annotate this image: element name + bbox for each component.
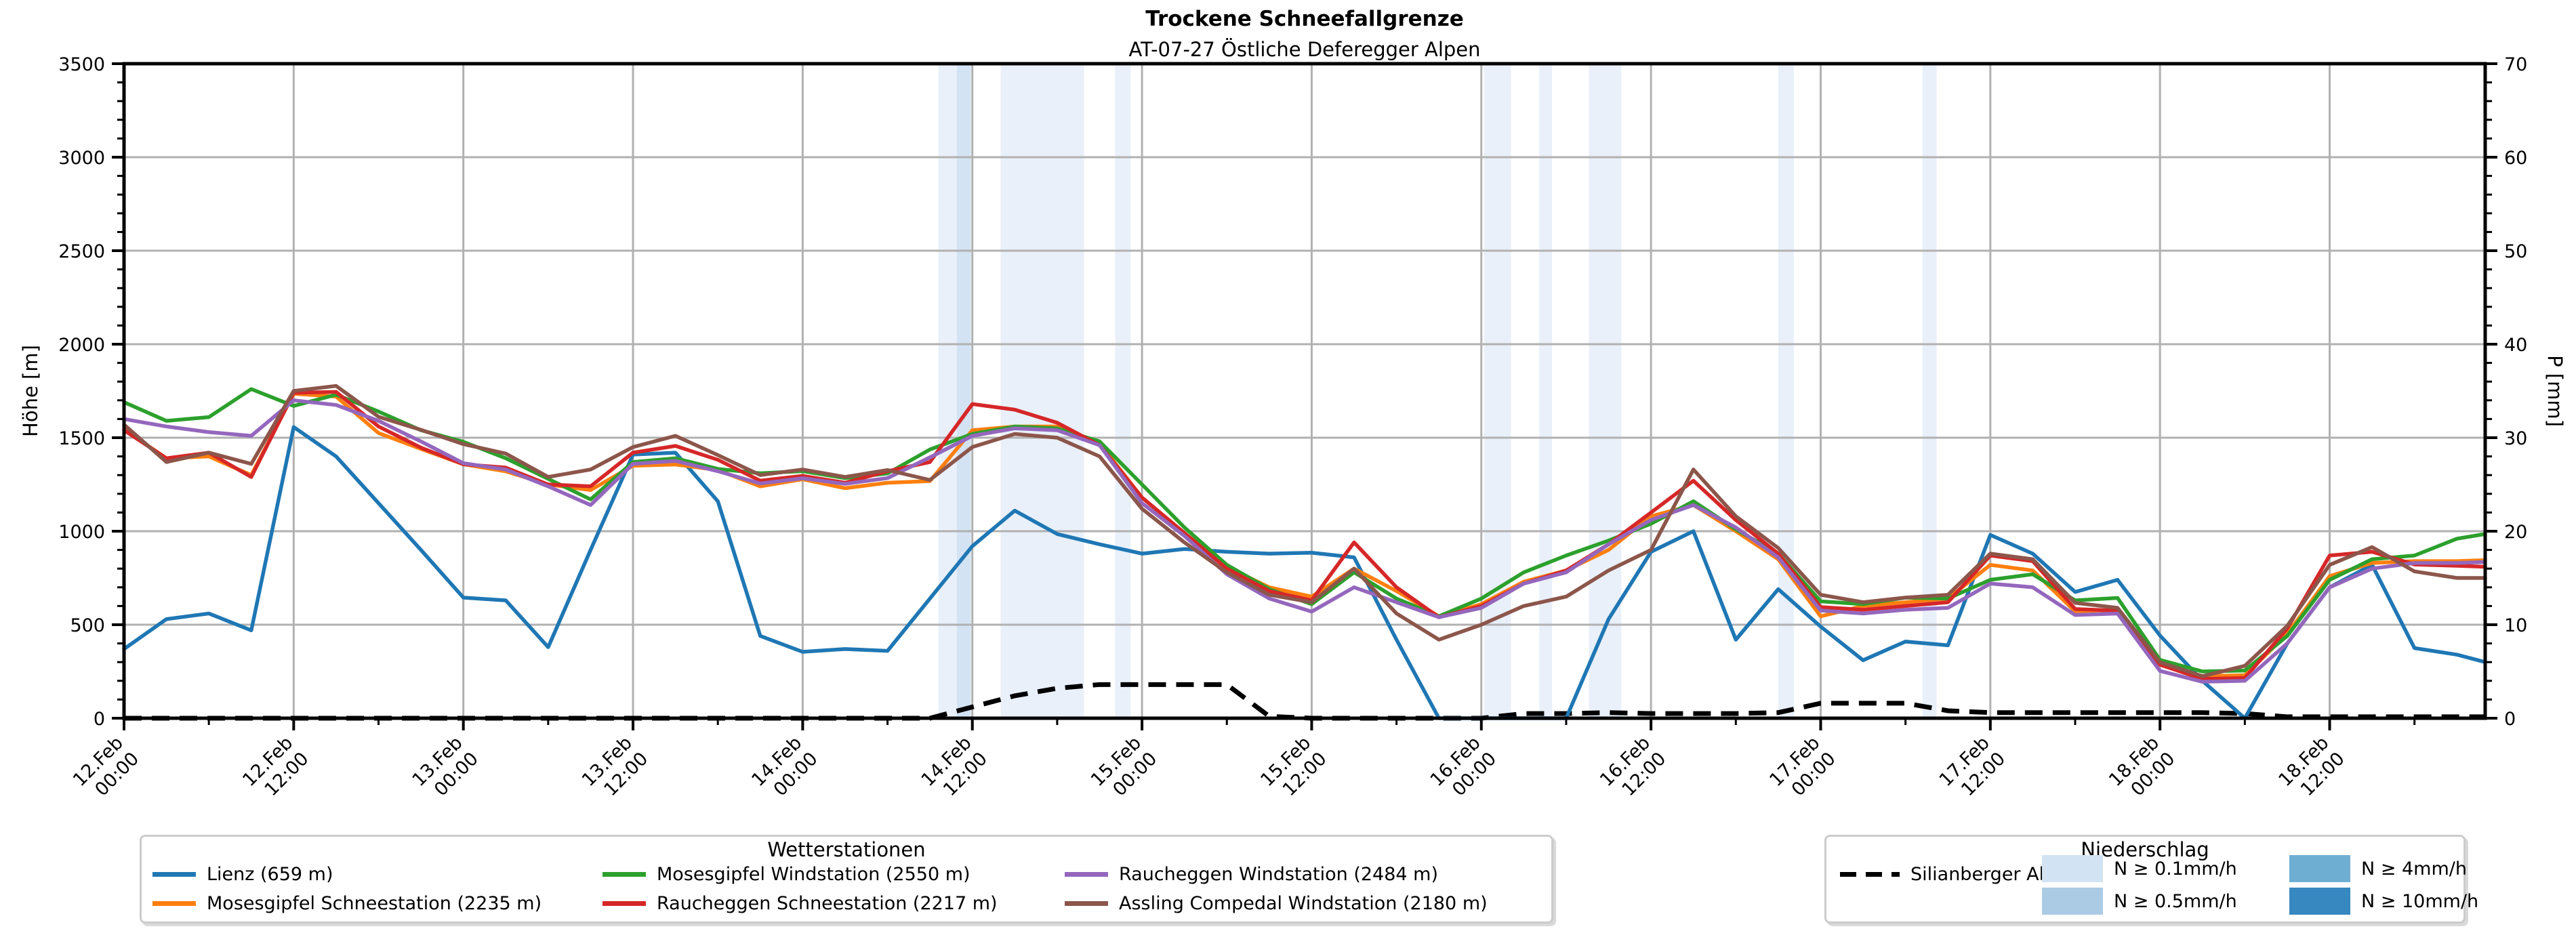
y-tick-label-right: 10 — [2504, 615, 2527, 636]
x-tick-label: 14.Feb00:00 — [748, 732, 821, 806]
legend-item-label: Raucheggen Schneestation (2217 m) — [657, 892, 998, 914]
y-tick-label-left: 1000 — [58, 522, 105, 543]
legend-line-swatch — [152, 871, 196, 877]
legend-item-raucheggen-windstation-2484-m-: Raucheggen Windstation (2484 m) — [1065, 863, 1438, 885]
x-tick-label: 16.Feb00:00 — [1427, 732, 1500, 806]
x-tick-label: 18.Feb12:00 — [2274, 732, 2348, 806]
precip-band — [1589, 64, 1622, 718]
series-line-raucheggen-schneestation-2217-m- — [122, 390, 2487, 681]
legend-item-label: Mosesgipfel Schneestation (2235 m) — [207, 892, 542, 914]
legend-item-n-0-1mm-h: N ≥ 0.1mm/h — [2042, 855, 2237, 882]
y-tick-label-right: 70 — [2504, 54, 2527, 75]
page-title: Trockene Schneefallgrenze — [1145, 7, 1464, 31]
x-tick-label: 17.Feb00:00 — [1765, 732, 1839, 806]
legend-stations-title: Wetterstationen — [767, 838, 926, 861]
x-tick-label: 18.Feb00:00 — [2105, 732, 2179, 806]
y-tick-label-left: 3000 — [58, 148, 105, 169]
series-line-assling-compedal-windstation-2180-m- — [122, 383, 2487, 678]
series-line-mosesgipfel-windstation-2550-m- — [122, 387, 2487, 673]
series-line-raucheggen-windstation-2484-m- — [122, 398, 2487, 684]
legend-item-label: N ≥ 0.5mm/h — [2114, 890, 2237, 912]
legend-line-swatch — [1065, 900, 1108, 906]
series-line-lienz-659-m- — [122, 425, 2487, 720]
legend-item-lienz-659-m-: Lienz (659 m) — [152, 863, 333, 885]
legend-item-raucheggen-schneestation-2217-m-: Raucheggen Schneestation (2217 m) — [602, 892, 998, 914]
legend-item-label: N ≥ 10mm/h — [2361, 890, 2479, 912]
legend-patch-swatch — [2042, 855, 2103, 882]
legend-item-n-0-5mm-h: N ≥ 0.5mm/h — [2042, 888, 2237, 915]
precip-band — [1539, 64, 1553, 718]
legend-patch-swatch — [2042, 888, 2103, 915]
series-line-silianberger-alm — [124, 682, 2485, 721]
x-tick-label: 13.Feb00:00 — [409, 732, 483, 806]
legend-patch-swatch — [2289, 855, 2350, 882]
x-tick-label: 15.Feb00:00 — [1087, 732, 1161, 806]
x-tick-label: 16.Feb12:00 — [1596, 732, 1670, 806]
x-tick-label: 12.Feb00:00 — [69, 732, 143, 806]
precip-band — [1000, 64, 1084, 718]
y-tick-label-left: 500 — [70, 615, 105, 636]
y-tick-label-right: 40 — [2504, 335, 2527, 356]
precip-band — [938, 64, 957, 718]
legend-item-label: Silianberger Alm — [1910, 863, 2062, 885]
legend-dashed-line-swatch — [1840, 871, 1900, 877]
x-tick-label: 12.Feb12:00 — [239, 732, 312, 806]
legend-line-swatch — [1065, 871, 1108, 877]
x-tick-label: 15.Feb12:00 — [1256, 732, 1330, 806]
legend-item-n-10mm-h: N ≥ 10mm/h — [2289, 888, 2479, 915]
x-tick-label: 14.Feb12:00 — [918, 732, 991, 806]
legend-item-label: Mosesgipfel Windstation (2550 m) — [657, 863, 970, 885]
plot-border — [122, 62, 2487, 720]
precip-band — [1922, 64, 1937, 718]
y-tick-label-right: 30 — [2504, 428, 2527, 449]
y-tick-label-left: 2500 — [58, 241, 105, 262]
legend-item-label: Raucheggen Windstation (2484 m) — [1119, 863, 1438, 885]
legend-item-label: Assling Compedal Windstation (2180 m) — [1119, 892, 1488, 914]
y-tick-label-left: 0 — [94, 709, 105, 730]
legend-item-label: Lienz (659 m) — [207, 863, 333, 885]
precip-band — [956, 64, 971, 718]
legend-item-silianberger-alm: Silianberger Alm — [1840, 863, 2062, 885]
legend-precip: Niederschlag Silianberger Alm N ≥ 0.1mm/h… — [1824, 835, 2478, 924]
x-tick-label: 13.Feb12:00 — [578, 732, 652, 806]
y-tick-label-right: 50 — [2504, 241, 2527, 262]
legend-item-mosesgipfel-schneestation-2235-m-: Mosesgipfel Schneestation (2235 m) — [152, 892, 542, 914]
legend-line-swatch — [152, 900, 196, 906]
legend-stations: Wetterstationen Lienz (659 m) Mosesgipfel… — [140, 835, 1553, 924]
page-subtitle: AT-07-27 Östliche Deferegger Alpen — [1128, 38, 1481, 61]
legend-item-n-4mm-h: N ≥ 4mm/h — [2289, 855, 2467, 882]
y-tick-label-left: 3500 — [58, 54, 105, 75]
legend-item-label: N ≥ 4mm/h — [2361, 858, 2467, 879]
legend-line-swatch — [602, 871, 646, 877]
y-tick-label-left: 2000 — [58, 335, 105, 356]
x-tick-label: 17.Feb12:00 — [1936, 732, 2009, 806]
y-tick-label-left: 1500 — [58, 428, 105, 449]
precip-band — [1115, 64, 1131, 718]
legend-patch-swatch — [2289, 888, 2350, 915]
legend-item-assling-compedal-windstation-2180-m-: Assling Compedal Windstation (2180 m) — [1065, 892, 1488, 914]
y-tick-label-right: 20 — [2504, 522, 2527, 543]
y-tick-label-right: 60 — [2504, 148, 2527, 169]
legend-item-label: N ≥ 0.1mm/h — [2114, 858, 2237, 879]
precip-band — [1484, 64, 1511, 718]
legend-item-mosesgipfel-windstation-2550-m-: Mosesgipfel Windstation (2550 m) — [602, 863, 970, 885]
legend-line-swatch — [602, 900, 646, 906]
y-tick-label-right: 0 — [2504, 709, 2516, 730]
precip-band — [1778, 64, 1794, 718]
